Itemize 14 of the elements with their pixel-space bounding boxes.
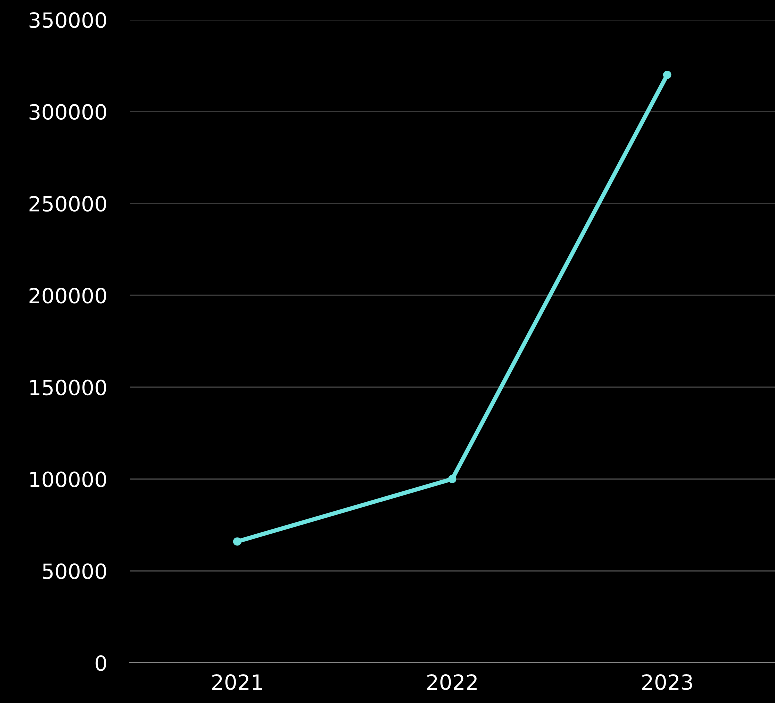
x-tick-label: 2021 (212, 674, 262, 690)
y-tick-label: 200000 (30, 288, 106, 304)
y-tick-label: 100000 (30, 472, 106, 488)
x-tick-label: 2023 (642, 674, 692, 690)
y-tick-label: 300000 (30, 104, 106, 120)
x-tick-label: 2022 (428, 674, 477, 690)
y-tick-label: 350000 (30, 12, 106, 28)
point (448, 475, 457, 484)
y-tick-label: 250000 (30, 196, 106, 212)
y-tick-label: 150000 (30, 380, 106, 396)
y-tick-label: 50000 (43, 564, 106, 580)
point (233, 538, 242, 546)
y-tick-label: 0 (96, 655, 106, 672)
point (663, 70, 672, 80)
